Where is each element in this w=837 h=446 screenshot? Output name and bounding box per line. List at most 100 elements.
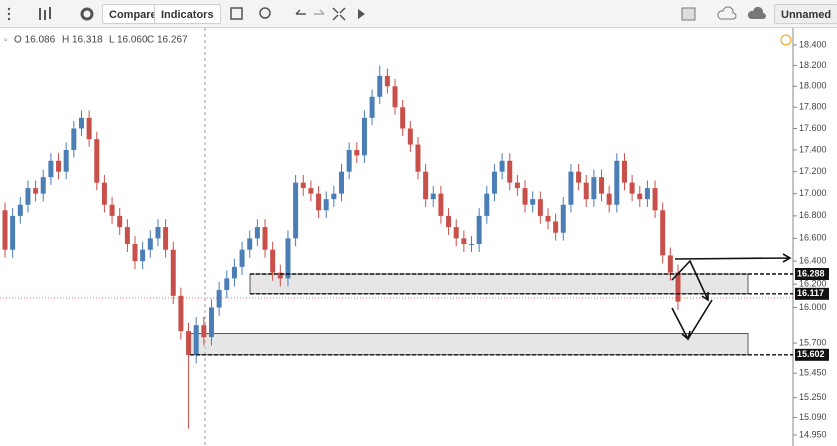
candle [453,219,459,247]
candle-body [614,160,620,205]
menu-icon[interactable] [4,5,22,23]
candle-body [354,149,360,156]
candle [469,236,475,252]
candle-body [522,188,528,205]
candle [132,236,138,270]
candle [644,180,650,207]
warning-icon[interactable] [780,34,792,46]
candle-body [507,160,513,183]
layout-name[interactable]: Unnamed [774,4,837,24]
candle-body [254,227,260,239]
price-label: 16.288 [797,268,825,278]
candle [147,230,153,258]
candle-body [339,171,344,194]
play-icon[interactable] [352,5,370,23]
candle-body [293,182,299,239]
candle [599,169,605,202]
redo-icon[interactable] [310,5,328,23]
candle [94,131,100,191]
symbol-marker: ◦ [4,34,7,44]
y-tick-label: 16.000 [799,302,827,312]
candle-body [491,171,497,194]
candle-body [361,117,367,156]
candle [514,174,520,196]
candle [545,208,551,230]
candle [614,153,620,213]
y-tick-label: 18.000 [799,81,827,91]
candle [231,258,237,287]
fullscreen-icon[interactable] [330,5,348,23]
candle [216,281,222,316]
candle-body [201,325,207,338]
candle-body [469,244,475,246]
candle [86,110,92,147]
candle [446,208,452,235]
y-tick-label: 16.200 [799,279,827,289]
save-icon[interactable] [746,5,770,23]
candle [652,180,658,219]
candle [323,191,329,219]
candle-body [621,160,627,183]
candle-body [499,160,505,172]
candle-body [675,272,681,302]
candle-body [606,193,612,205]
candle-body [415,144,421,172]
layout-icon[interactable] [680,5,698,23]
candle [461,230,467,252]
candle [491,164,497,202]
candle-body [40,177,46,194]
candle [369,89,375,126]
candle-body [392,86,398,108]
candle [48,153,54,185]
candle [78,110,84,136]
candle-body [48,160,54,178]
zone [249,273,749,295]
candle-body [553,221,559,233]
settings-icon[interactable] [78,5,96,23]
candle-body [285,238,291,279]
candle [384,68,390,94]
price-label-box [795,287,829,300]
candle [438,185,444,224]
plot [0,65,793,429]
candle-body [17,204,23,216]
candle-body [576,171,582,183]
idea-icon[interactable] [256,5,274,23]
ohlc-open: O 16.086 [14,35,56,46]
candle-body [71,128,77,150]
candle-body [644,188,650,200]
candle-body [86,117,92,140]
candle-body [56,160,62,172]
undo-icon[interactable] [292,5,310,23]
candle [300,174,306,196]
alert-icon[interactable] [228,5,246,23]
candle-body [629,182,635,194]
candle [270,241,276,281]
zone [189,333,749,356]
y-tick-label: 18.400 [799,39,827,49]
price-label-box [795,348,829,361]
candle-body [186,331,192,356]
compare-button[interactable]: Compare [102,4,164,24]
candle [2,202,8,258]
candle [170,241,176,304]
candle-body [476,215,482,245]
candle-body [453,227,459,239]
cloud-icon[interactable] [716,5,740,23]
candle-body [308,188,314,194]
chart-style-icon[interactable] [36,5,54,23]
candle-body [178,295,184,332]
candle-body [568,171,574,205]
candle-body [484,193,490,216]
candle [293,174,299,247]
candle-body [25,188,31,205]
candle-body [78,117,84,129]
candle-body [637,193,643,200]
toolbar: Compare Indicators Unnamed [0,0,837,28]
indicators-button[interactable]: Indicators [154,4,221,24]
candle-body [170,249,176,296]
candle-body [270,249,276,273]
candle [415,137,421,180]
candle [522,180,528,213]
